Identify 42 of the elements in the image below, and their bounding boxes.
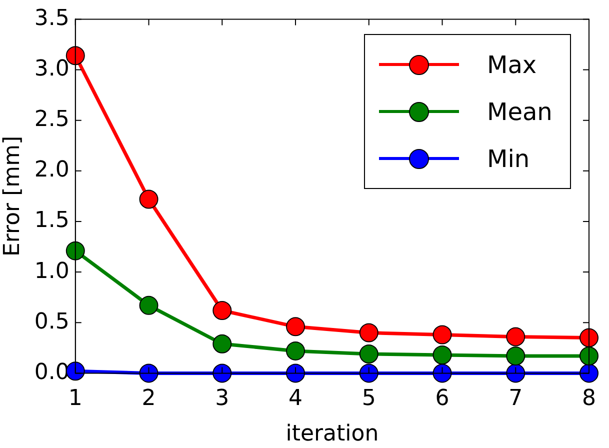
x-axis-title: iteration [286, 422, 379, 447]
point [139, 190, 158, 209]
point [286, 364, 306, 383]
point [212, 300, 232, 320]
point [506, 327, 526, 346]
point [212, 364, 232, 383]
y-tick-label: 1.5 [34, 208, 70, 234]
y-axis-title: Error [mm] [0, 136, 25, 257]
y-tick-label: 3.5 [34, 6, 70, 31]
point [432, 325, 452, 344]
point [580, 346, 598, 366]
point [66, 362, 85, 381]
legend-label: Mean [487, 98, 552, 126]
x-tick-label: 3 [215, 386, 230, 412]
point [286, 317, 306, 336]
point [286, 341, 306, 360]
x-tick-label: 6 [435, 386, 450, 412]
point [359, 344, 378, 364]
y-tick-label: 3.0 [34, 56, 70, 82]
point [580, 328, 598, 348]
point [139, 296, 158, 315]
point [432, 364, 452, 383]
point [432, 345, 452, 364]
y-tick-label: 2.0 [34, 158, 70, 183]
x-tick-label: 1 [68, 386, 82, 412]
y-tick-label: 0.5 [34, 309, 70, 334]
x-tick-label: 2 [142, 386, 156, 412]
x-tick-label: 8 [582, 386, 596, 412]
point [506, 346, 526, 366]
legend-label: Min [487, 144, 530, 173]
point [66, 241, 85, 260]
point [580, 364, 598, 383]
x-tick-label: 4 [288, 386, 303, 412]
point [139, 364, 158, 383]
point [359, 364, 378, 383]
y-tick-label: 1.0 [34, 258, 70, 284]
point [359, 323, 378, 342]
point [212, 334, 232, 354]
legend-label: Max [487, 50, 537, 79]
y-tick-label: 2.5 [34, 107, 70, 132]
x-tick-label: 7 [508, 386, 523, 412]
x-tick-label: 5 [362, 386, 376, 412]
